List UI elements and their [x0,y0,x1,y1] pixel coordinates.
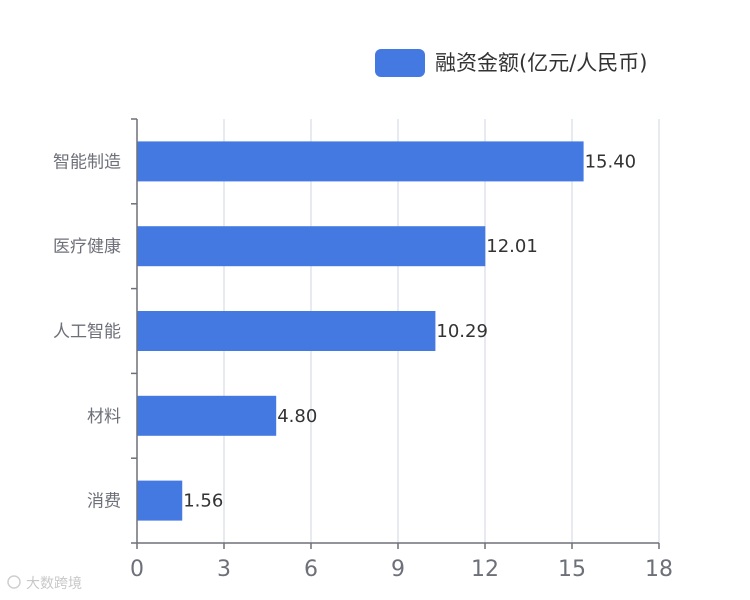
category-label: 人工智能 [53,322,121,342]
bar [137,141,584,182]
bar [137,395,277,436]
watermark-logo-icon [7,575,21,589]
x-tick-label: 18 [645,557,673,582]
bar [137,226,486,267]
category-label: 消费 [87,492,121,512]
data-label: 1.56 [183,491,223,512]
legend-swatch [375,49,425,77]
x-tick-label: 6 [304,557,318,582]
bars [137,141,584,521]
category-label: 材料 [87,407,121,427]
legend-label: 融资金额(亿元/人民币) [435,51,647,75]
x-tick-label: 12 [471,557,499,582]
axes [131,118,660,549]
data-label: 4.80 [277,406,317,427]
watermark: 大数跨境 [7,575,82,592]
bar [137,480,183,521]
watermark-text: 大数跨境 [26,576,82,592]
x-tick-label: 3 [217,557,231,582]
bar [137,311,436,351]
x-tick-label: 0 [130,557,144,582]
category-label: 智能制造 [53,152,121,172]
data-label: 10.29 [436,321,488,342]
x-tick-label: 9 [391,557,405,582]
data-label: 12.01 [486,236,538,257]
legend: 融资金额(亿元/人民币) [375,49,647,77]
x-tick-labels: 0 3 6 9 12 15 18 [130,557,673,582]
x-tick-label: 15 [558,557,586,582]
data-label: 15.40 [585,151,637,172]
category-label: 医疗健康 [53,237,121,257]
value-labels: 15.40 12.01 10.29 4.80 1.56 [183,151,636,511]
